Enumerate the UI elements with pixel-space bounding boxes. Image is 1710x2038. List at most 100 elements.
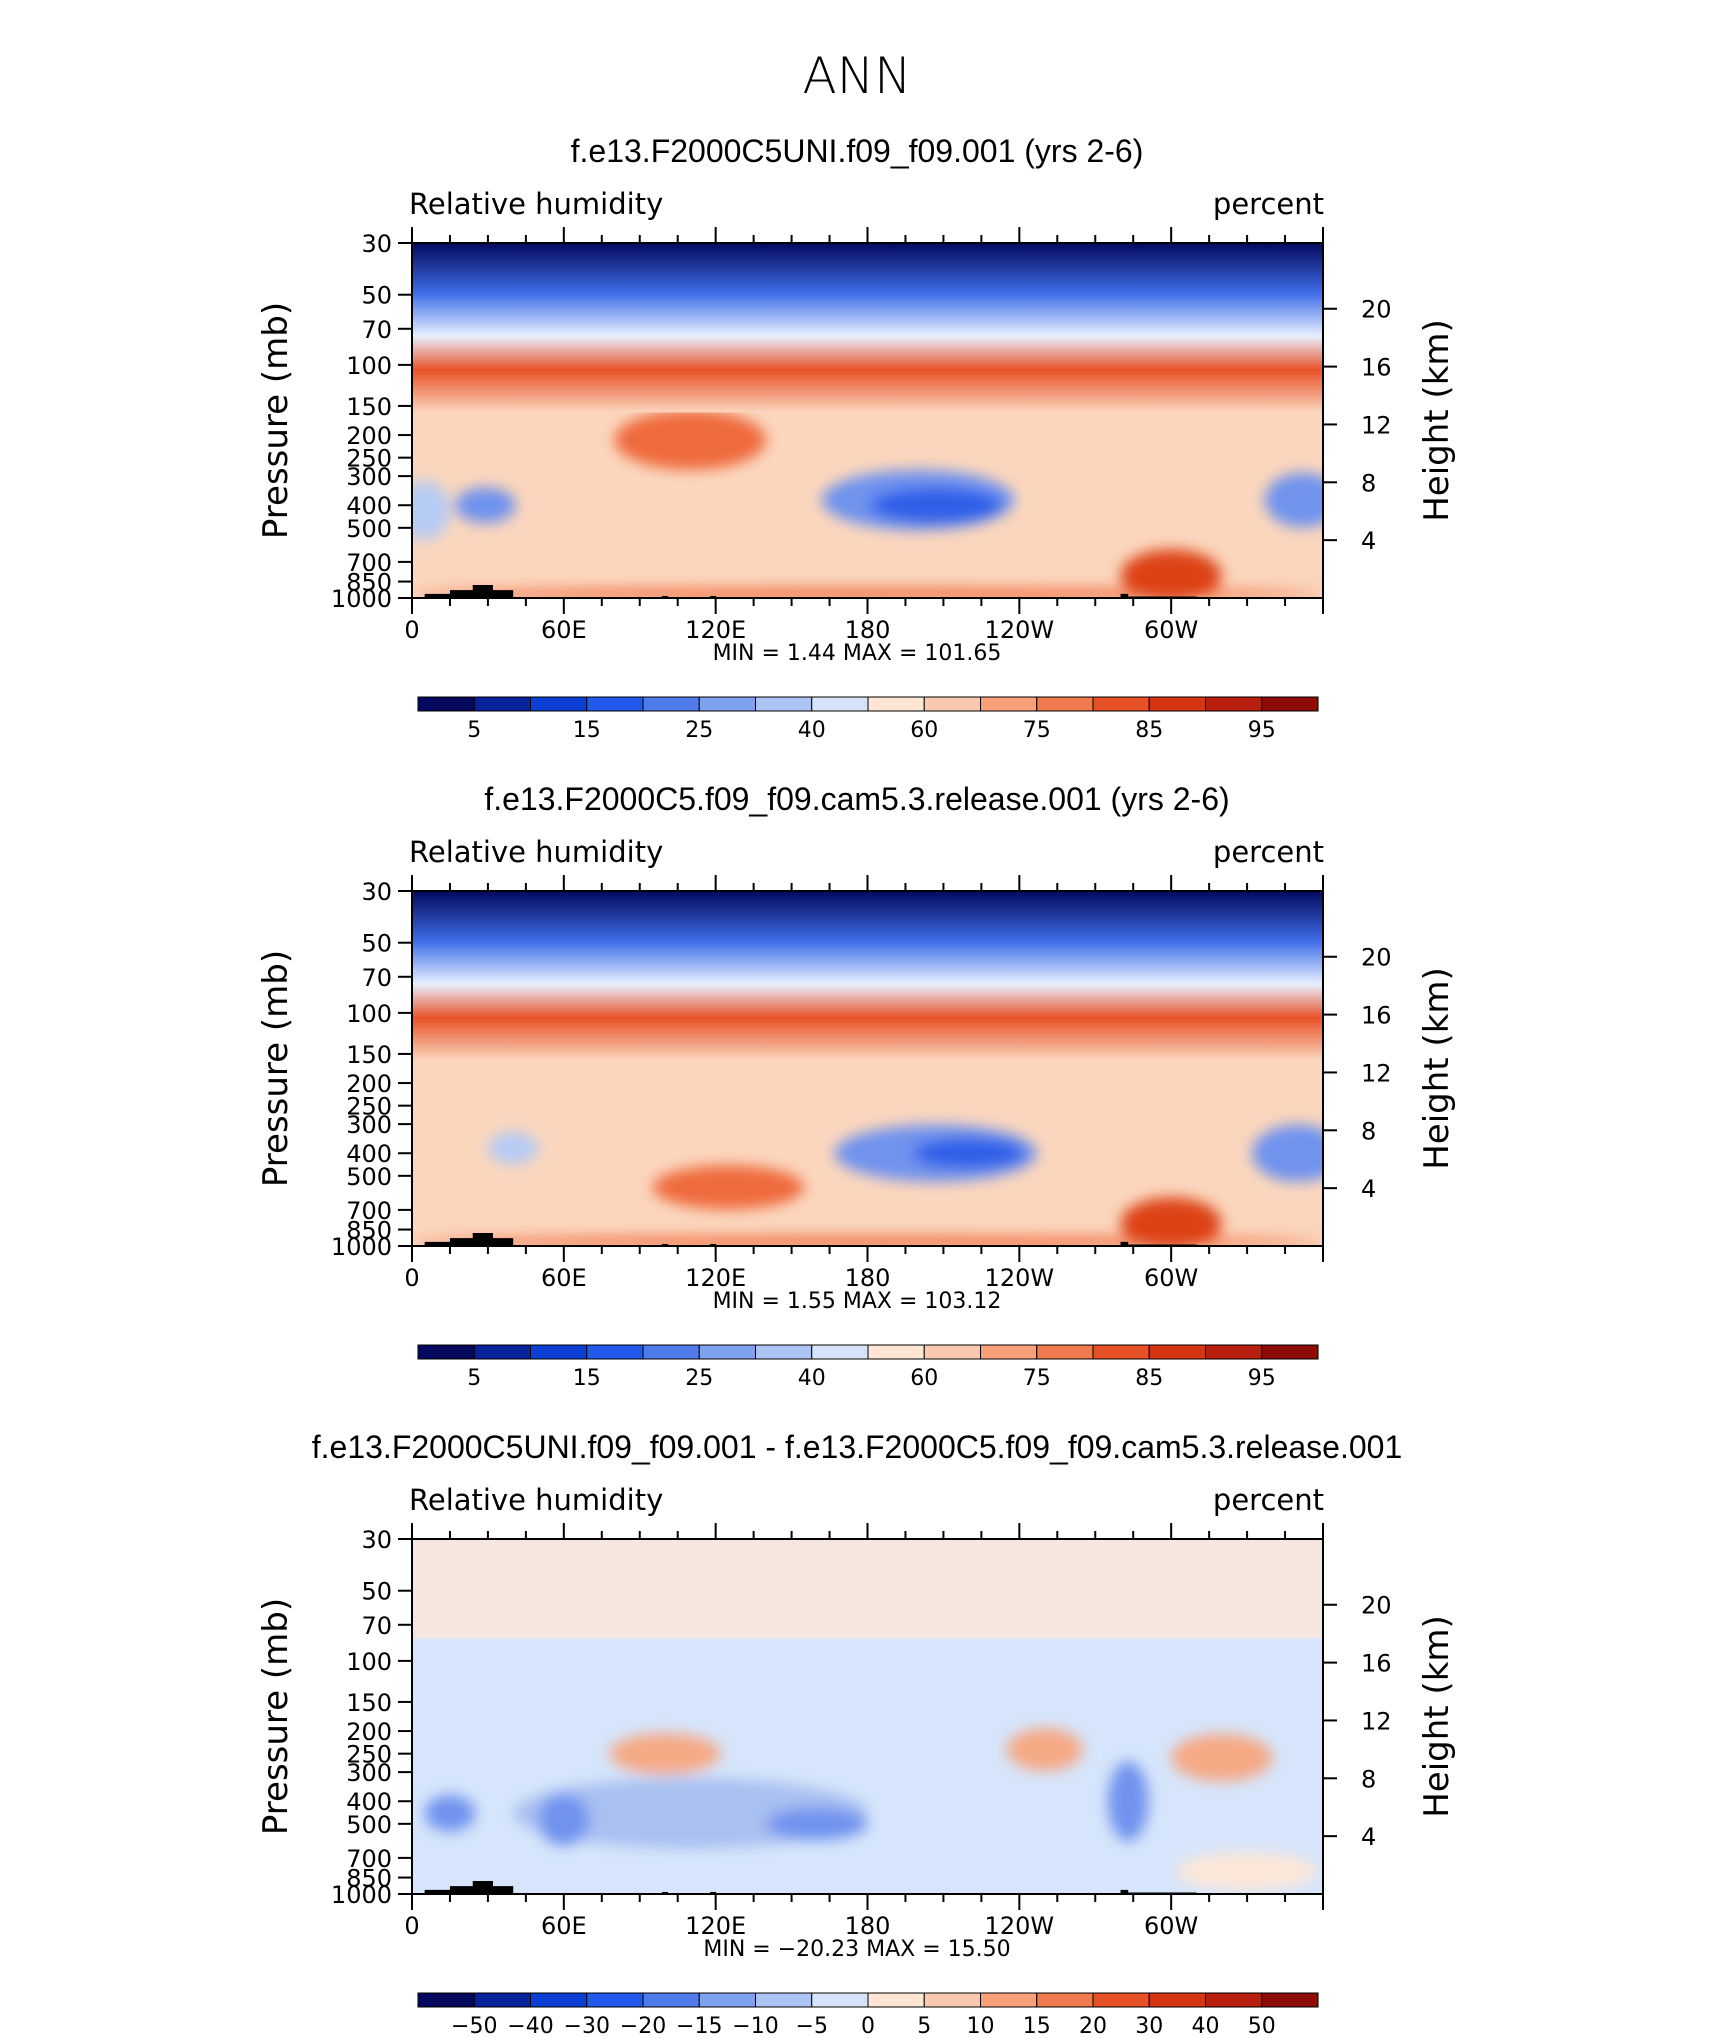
colorbar-swatch — [586, 1344, 644, 1360]
x-tick-label: 60E — [541, 616, 587, 644]
contour-region — [538, 1793, 590, 1846]
y-right-tick-label: 8 — [1361, 1117, 1376, 1145]
colorbar-swatch — [586, 696, 644, 712]
colorbar-label: −5 — [796, 2014, 828, 2038]
colorbar-swatch — [698, 1992, 756, 2008]
colorbar-label: 30 — [1135, 2014, 1163, 2038]
contour-region — [913, 1137, 1025, 1169]
y-tick-label: 250 — [346, 445, 392, 473]
colorbar-label: 50 — [1248, 2014, 1276, 2038]
colorbar-swatch — [923, 696, 981, 712]
contour-region — [609, 1733, 721, 1775]
topography — [424, 585, 514, 598]
colorbar-label: −20 — [620, 2014, 666, 2038]
contour-region — [652, 1165, 805, 1210]
variable-label: Relative humidity — [409, 187, 663, 221]
colorbar-label: 25 — [685, 1366, 713, 1391]
variable-label: Relative humidity — [409, 835, 663, 869]
y-right-tick-label: 16 — [1361, 1002, 1392, 1030]
contour-region — [766, 1807, 868, 1841]
colorbar-label: 15 — [573, 718, 601, 743]
y-right-tick-label: 12 — [1361, 411, 1392, 439]
colorbar-swatch — [811, 1992, 869, 2008]
topography — [710, 1891, 717, 1894]
y-tick-label: 300 — [346, 1759, 392, 1787]
y-tick-label: 500 — [346, 515, 392, 543]
y-tick-label: 400 — [346, 492, 392, 520]
colorbar-swatch — [417, 1344, 475, 1360]
y-tick-label: 50 — [361, 930, 392, 958]
contour-field — [412, 891, 1323, 1246]
y-tick-label: 1000 — [331, 1881, 392, 1909]
colorbar-swatch — [980, 1344, 1038, 1360]
contour-region — [1107, 1761, 1149, 1842]
contour-region — [1176, 1852, 1318, 1891]
contour-region — [614, 410, 767, 470]
y-tick-label: 150 — [346, 1041, 392, 1069]
contour-region — [412, 1236, 1323, 1246]
y-tick-label: 400 — [346, 1140, 392, 1168]
contour-region — [1171, 1733, 1273, 1782]
colorbar-swatch — [811, 696, 869, 712]
y-right-tick-label: 12 — [1361, 1707, 1392, 1735]
colorbar-label: 85 — [1135, 1366, 1163, 1391]
y-tick-label: 30 — [361, 1526, 392, 1554]
x-tick-label: 60W — [1144, 1912, 1198, 1940]
colorbar-label: 60 — [910, 718, 938, 743]
colorbar-swatch — [923, 1344, 981, 1360]
x-tick-label: 120W — [985, 616, 1055, 644]
colorbar-label: 85 — [1135, 718, 1163, 743]
y-tick-label: 850 — [346, 569, 392, 597]
colorbar-swatch — [1036, 1992, 1094, 2008]
x-tick-label: 0 — [404, 1912, 419, 1940]
contour-region — [487, 1131, 539, 1165]
y-right-tick-label: 4 — [1361, 1823, 1376, 1851]
colorbar-swatch — [1205, 1992, 1263, 2008]
colorbar-swatch — [530, 1344, 588, 1360]
contour-region — [412, 588, 1323, 598]
topography — [1120, 593, 1197, 598]
y-tick-label: 50 — [361, 282, 392, 310]
y-right-axis-title: Height (km) — [1417, 967, 1457, 1170]
y-tick-label: 100 — [346, 1000, 392, 1028]
y-tick-label: 30 — [361, 878, 392, 906]
colorbar-label: −50 — [451, 2014, 497, 2038]
y-tick-label: 70 — [361, 1612, 392, 1640]
y-tick-label: 250 — [346, 1741, 392, 1769]
topography — [710, 1243, 717, 1246]
y-right-tick-label: 20 — [1361, 1592, 1392, 1620]
topography — [424, 1881, 514, 1894]
y-tick-label: 100 — [346, 352, 392, 380]
colorbar-label: 25 — [685, 718, 713, 743]
y-right-tick-label: 16 — [1361, 1650, 1392, 1678]
colorbar-label: 40 — [798, 718, 826, 743]
y-right-tick-label: 8 — [1361, 1765, 1376, 1793]
y-tick-label: 250 — [346, 1093, 392, 1121]
colorbar-swatch — [1205, 1344, 1263, 1360]
y-tick-label: 300 — [346, 463, 392, 491]
panel-title: f.e13.F2000C5.f09_f09.cam5.3.release.001… — [484, 781, 1229, 817]
colorbar-swatch — [698, 696, 756, 712]
colorbar-label: 5 — [467, 1366, 481, 1391]
colorbar-swatch — [473, 696, 531, 712]
colorbar-swatch — [1148, 1992, 1206, 2008]
topography — [1120, 1889, 1197, 1894]
x-tick-label: 120W — [985, 1912, 1055, 1940]
topography — [710, 595, 717, 598]
colorbar-label: 75 — [1023, 1366, 1051, 1391]
y-tick-label: 200 — [346, 1070, 392, 1098]
colorbar-swatch — [1261, 1344, 1319, 1360]
colorbar-label: −15 — [676, 2014, 722, 2038]
y-tick-label: 70 — [361, 964, 392, 992]
colorbar-swatch — [980, 696, 1038, 712]
contour-region — [1252, 1124, 1323, 1182]
min-max-stats: MIN = −20.23 MAX = 15.50 — [703, 1937, 1010, 1962]
y-tick-label: 850 — [346, 1865, 392, 1893]
x-tick-label: 60W — [1144, 616, 1198, 644]
colorbar-swatch — [642, 1344, 700, 1360]
topography — [662, 1243, 669, 1246]
contour-region — [1006, 1728, 1083, 1771]
y-right-tick-label: 20 — [1361, 296, 1392, 324]
panel-2: f.e13.F2000C5.f09_f09.cam5.3.release.001… — [256, 781, 1457, 1391]
